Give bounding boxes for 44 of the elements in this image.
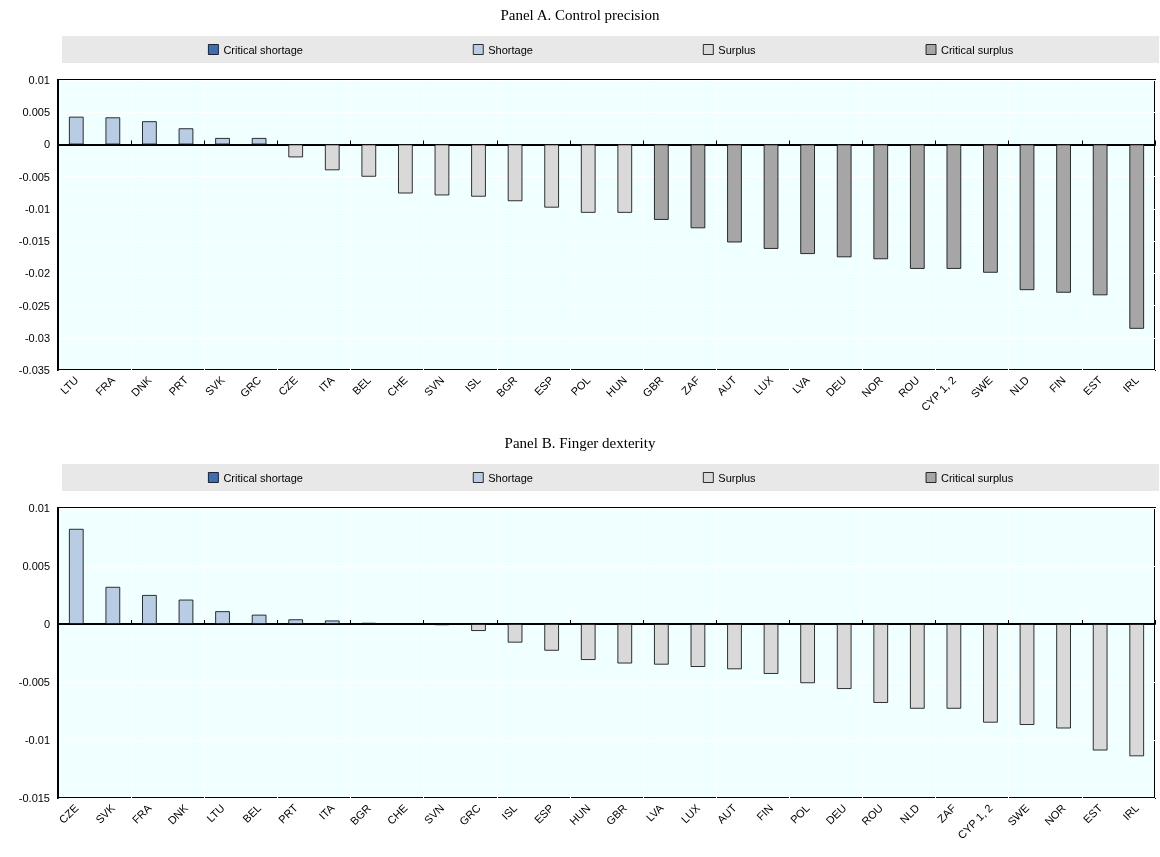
legend-label: Critical surplus — [941, 471, 1014, 484]
legend-label: Critical surplus — [941, 43, 1014, 56]
x-tick-label: FRA — [93, 373, 118, 398]
y-tick-label: -0.025 — [18, 299, 50, 312]
y-tick-label: 0.005 — [22, 560, 50, 572]
legend-label: Shortage — [488, 471, 533, 484]
y-tick-label: -0.005 — [18, 676, 50, 688]
y-tick-label: -0.03 — [24, 331, 50, 344]
x-tick-label: FRA — [129, 801, 155, 826]
y-tick-label: -0.01 — [24, 202, 50, 215]
y-tick-label: -0.005 — [18, 170, 50, 183]
chart-title: Panel B. Finger dexterity — [504, 434, 656, 451]
y-tick-label: -0.035 — [18, 364, 50, 376]
x-tick-label: POL — [787, 801, 812, 826]
legend-label: Shortage — [488, 43, 533, 56]
y-tick-label: 0.005 — [22, 106, 50, 119]
x-tick-label: FIN — [1046, 373, 1068, 395]
x-tick-label: LVA — [643, 801, 667, 824]
y-tick-label: 0 — [43, 618, 50, 630]
legend-label: Surplus — [718, 43, 757, 56]
x-tick-label: BEL — [349, 373, 374, 397]
y-tick-label: -0.015 — [18, 792, 50, 804]
legend-label: Critical shortage — [223, 43, 303, 56]
legend-label: Critical shortage — [223, 471, 303, 484]
x-tick-label: FIN — [754, 801, 776, 823]
x-tick-label: LTU — [204, 801, 227, 825]
x-tick-label: IRL — [1120, 801, 1141, 823]
y-tick-label: 0.01 — [28, 502, 50, 514]
y-tick-label: -0.01 — [24, 734, 50, 746]
y-tick-label: 0 — [43, 138, 50, 151]
x-tick-label: BEL — [240, 801, 264, 825]
chart-title: Panel A. Control precision — [500, 6, 661, 23]
x-tick-label: ISL — [499, 801, 520, 822]
x-tick-label: ITA — [316, 373, 337, 394]
x-tick-label: ISL — [462, 373, 483, 394]
x-tick-label: IRL — [1120, 373, 1141, 395]
x-tick-label: LVA — [789, 373, 813, 396]
legend-label: Surplus — [718, 471, 757, 484]
x-tick-label: ITA — [316, 801, 337, 822]
y-tick-label: -0.02 — [24, 267, 50, 280]
x-tick-label: LTU — [57, 373, 81, 397]
x-tick-label: POL — [568, 373, 593, 398]
y-tick-label: -0.015 — [18, 235, 50, 248]
y-tick-label: 0.01 — [28, 74, 50, 86]
